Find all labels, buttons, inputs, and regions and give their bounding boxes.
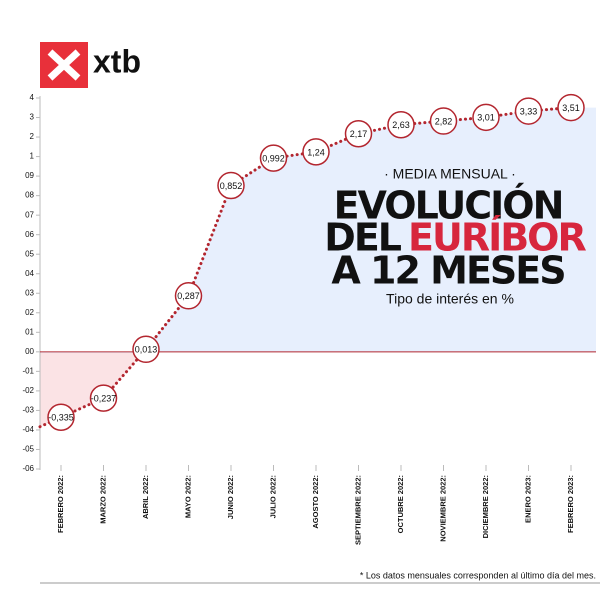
marker xyxy=(472,103,500,132)
x-tick-label: SEPTIEMBRE 2022: xyxy=(353,475,362,545)
logo: xtb xyxy=(93,43,141,79)
title-line: DEL xyxy=(324,216,402,260)
y-tick-label: 01 xyxy=(25,327,34,336)
value-label: -0,237 xyxy=(91,393,117,403)
value-label: 2,63 xyxy=(392,120,410,130)
marker xyxy=(514,97,543,125)
title-line: EVOLUCIÓN xyxy=(334,184,563,228)
value-label: 0,992 xyxy=(262,154,285,164)
y-tick-label: -04 xyxy=(22,425,34,434)
y-tick-label: 07 xyxy=(25,210,34,219)
value-label: 1,24 xyxy=(307,147,325,157)
y-tick-label: -05 xyxy=(22,445,34,454)
x-tick-label: FEBRERO 2022: xyxy=(56,475,65,533)
logo-x xyxy=(47,49,81,81)
y-tick-label: 3 xyxy=(30,113,35,122)
marker xyxy=(344,119,373,148)
footnote: * Los datos mensuales corresponden al úl… xyxy=(360,570,596,580)
x-tick-label: MARZO 2022: xyxy=(98,475,107,524)
title-line: A 12 MESES xyxy=(331,249,564,293)
y-tick-label: 09 xyxy=(25,171,34,180)
title-line: EURÍBOR xyxy=(408,216,586,260)
y-tick-label: 05 xyxy=(25,249,34,258)
y-tick-label: 06 xyxy=(25,230,34,239)
value-label: 2,82 xyxy=(435,116,453,126)
marker xyxy=(557,93,585,122)
marker xyxy=(47,403,75,432)
y-tick-label: 02 xyxy=(25,308,34,317)
y-tick-label: -02 xyxy=(22,386,34,395)
y-tick-label: 00 xyxy=(25,347,34,356)
y-tick-label: -06 xyxy=(22,464,34,473)
x-tick-label: DICIEMBRE 2022: xyxy=(481,475,490,538)
marker xyxy=(387,111,415,139)
x-tick-label: JULIO 2022: xyxy=(268,475,277,518)
y-axis-label: Tipo de interés en % xyxy=(386,291,514,307)
y-tick-label: 2 xyxy=(30,132,35,141)
marker xyxy=(429,107,458,135)
x-tick-label: NOVIEMBRE 2022: xyxy=(438,475,447,542)
x-tick-label: OCTUBRE 2022: xyxy=(396,475,405,533)
x-tick-label: MAYO 2022: xyxy=(183,475,192,518)
x-tick-label: FEBRERO 2023: xyxy=(566,475,575,533)
value-label: 0,287 xyxy=(177,291,200,301)
y-tick-label: -01 xyxy=(22,366,34,375)
x-tick-label: ENERO 2023: xyxy=(523,475,532,523)
marker xyxy=(259,144,288,172)
value-label: 2,17 xyxy=(350,129,368,139)
y-tick-label: 1 xyxy=(30,152,35,161)
area-positive xyxy=(40,107,596,353)
x-tick-label: JUNIO 2022: xyxy=(226,475,235,519)
y-tick-label: 04 xyxy=(25,269,34,278)
value-label: 0,013 xyxy=(135,345,158,355)
marker xyxy=(89,384,118,412)
marker xyxy=(174,282,203,310)
x-tick-label: ABRIL 2022: xyxy=(141,475,150,519)
value-label: 3,33 xyxy=(520,106,538,116)
value-label: 3,51 xyxy=(562,103,580,113)
y-tick-label: -03 xyxy=(22,406,34,415)
marker xyxy=(302,138,330,166)
marker xyxy=(217,171,245,200)
marker xyxy=(132,335,160,364)
subtitle: · MEDIA MENSUAL · xyxy=(384,166,516,182)
y-tick-label: 08 xyxy=(25,191,34,200)
value-label: 3,01 xyxy=(477,113,495,123)
y-tick-label: 4 xyxy=(30,93,35,102)
x-tick-label: AGOSTO 2022: xyxy=(311,475,320,529)
value-label: 0,852 xyxy=(220,181,243,191)
y-tick-label: 03 xyxy=(25,288,34,297)
value-label: -0,335 xyxy=(48,413,74,423)
